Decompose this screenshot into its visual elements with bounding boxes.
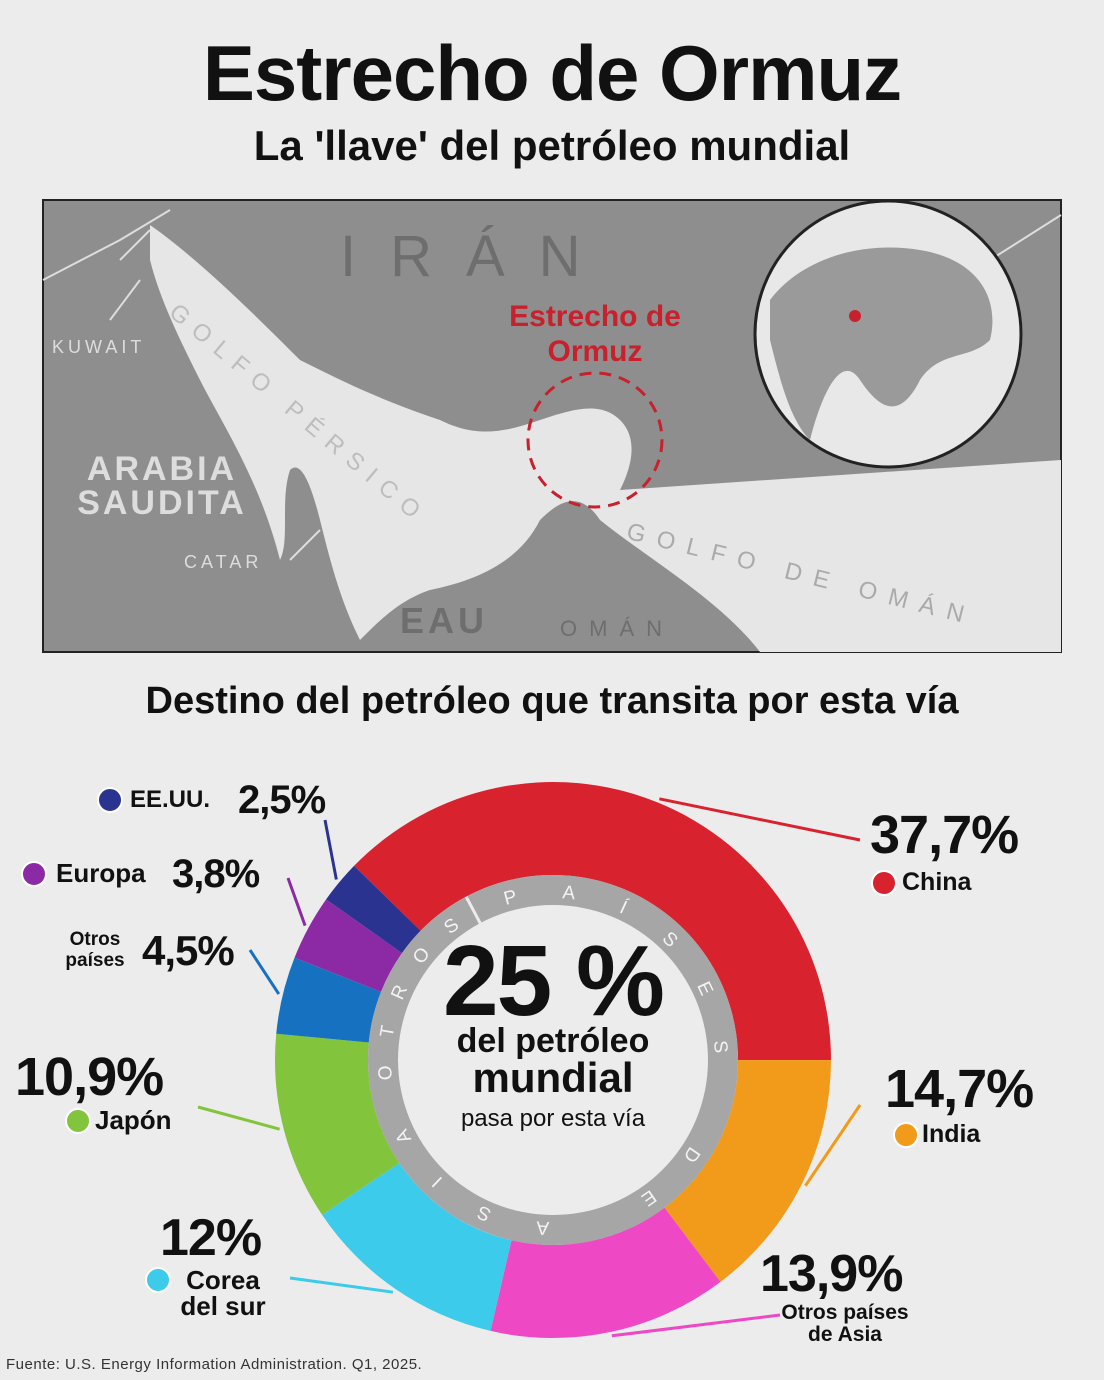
- center-text: mundial: [472, 1054, 633, 1101]
- flag: [97, 787, 123, 813]
- leader-line: [323, 819, 338, 880]
- category-label: Otros países: [65, 929, 125, 971]
- value-label: 12%: [160, 1209, 262, 1267]
- donut-segment: [276, 957, 382, 1043]
- title: Estrecho de Ormuz: [202, 29, 902, 117]
- category-label: China: [902, 868, 972, 896]
- leader-line: [197, 1105, 281, 1131]
- flag: [145, 1267, 171, 1293]
- donut-segment: [354, 782, 832, 1061]
- value-label: 37,7%: [870, 805, 1019, 865]
- center-disc: [398, 905, 708, 1215]
- category-label: Japón: [95, 1105, 172, 1135]
- ring-divider: [464, 895, 482, 924]
- flag: [65, 1108, 91, 1134]
- value-label: 10,9%: [15, 1047, 164, 1107]
- map-label: CATAR: [184, 552, 263, 572]
- flag: [871, 870, 897, 896]
- map-label: OMÁN: [560, 616, 674, 641]
- category-label: Otros países de Asia: [781, 1301, 909, 1347]
- value-label: 2,5%: [238, 778, 326, 822]
- source: Fuente: U.S. Energy Information Administ…: [6, 1356, 423, 1373]
- donut-segment: [326, 865, 421, 954]
- map-label: EAU: [400, 600, 489, 641]
- donut-segment: [294, 899, 403, 992]
- chart-title: Destino del petróleo que transita por es…: [145, 680, 959, 722]
- flag: [21, 861, 47, 887]
- value-label: 3,8%: [172, 852, 260, 896]
- category-label: Corea del sur: [180, 1265, 266, 1321]
- map-label: KUWAIT: [52, 337, 146, 357]
- category-label: EE.UU.: [130, 786, 211, 813]
- leader-line: [248, 949, 281, 995]
- map-label: IRÁN: [340, 224, 615, 289]
- value-label: 13,9%: [760, 1245, 903, 1303]
- subtitle: La 'llave' del petróleo mundial: [253, 122, 851, 169]
- flag: [893, 1122, 919, 1148]
- center-text: 25 %: [443, 925, 663, 1037]
- leader-line: [289, 1276, 394, 1294]
- map-label: Estrecho de Ormuz: [509, 300, 681, 368]
- value-label: 14,7%: [885, 1059, 1034, 1119]
- leader-line: [659, 797, 861, 842]
- donut-segment: [275, 1033, 400, 1215]
- category-label: Europa: [56, 858, 146, 888]
- map: [42, 199, 1062, 653]
- center-text: del petróleo: [457, 1022, 650, 1060]
- leader-line: [611, 1313, 781, 1338]
- value-label: 4,5%: [142, 927, 235, 974]
- leader-line: [286, 877, 307, 927]
- donut-segment: [490, 1207, 721, 1339]
- donut-segment: [664, 1060, 831, 1282]
- map-label: ARABIA SAUDITA: [77, 450, 247, 522]
- center-text: pasa por esta vía: [461, 1105, 646, 1132]
- donut-segment: [322, 1162, 512, 1331]
- leader-line: [804, 1104, 862, 1187]
- category-label: India: [922, 1120, 981, 1148]
